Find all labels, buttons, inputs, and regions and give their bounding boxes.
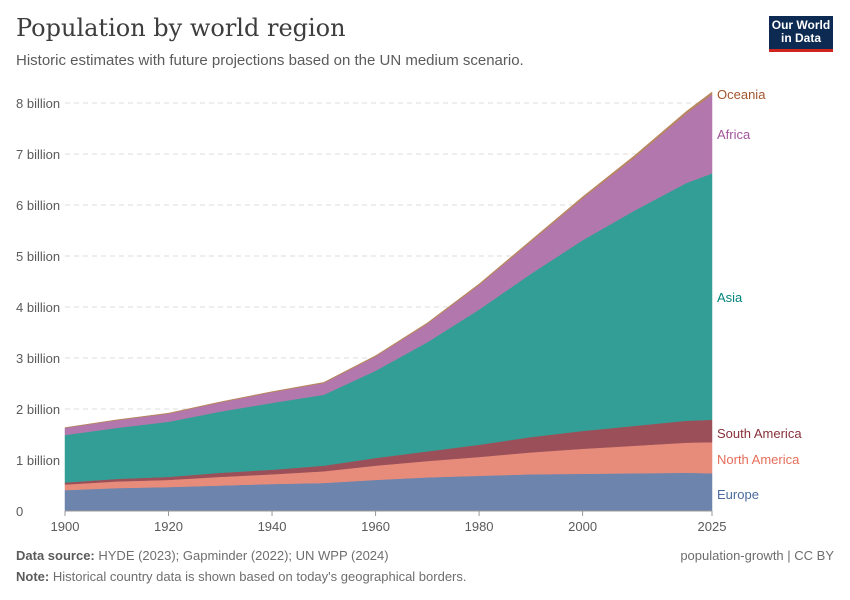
y-tick-label: 1 billion bbox=[16, 453, 60, 468]
chart-subtitle: Historic estimates with future projectio… bbox=[16, 52, 524, 69]
note-text: Historical country data is shown based o… bbox=[52, 569, 467, 584]
source-label: Data source: bbox=[16, 548, 95, 563]
y-tick-label: 7 billion bbox=[16, 147, 60, 162]
legend-label-north-america: North America bbox=[717, 452, 800, 467]
note-label: Note: bbox=[16, 569, 50, 584]
y-tick-label: 5 billion bbox=[16, 249, 60, 264]
x-tick-label: 1920 bbox=[154, 519, 183, 534]
owid-logo[interactable]: Our World in Data bbox=[769, 16, 833, 52]
area-oceania bbox=[64, 91, 713, 429]
logo-line-2: in Data bbox=[780, 31, 821, 45]
legend-label-south-america: South America bbox=[717, 426, 802, 441]
x-tick-label: 1980 bbox=[465, 519, 494, 534]
x-tick-label: 1940 bbox=[258, 519, 287, 534]
source-text[interactable]: HYDE (2023); Gapminder (2022); UN WPP (2… bbox=[98, 548, 389, 563]
x-tick-label: 1960 bbox=[361, 519, 390, 534]
x-tick-label: 2025 bbox=[698, 519, 727, 534]
legend-label-africa: Africa bbox=[717, 127, 751, 142]
logo-line-1: Our World bbox=[771, 18, 831, 32]
license[interactable]: population-growth | CC BY bbox=[680, 548, 834, 563]
y-tick-label: 3 billion bbox=[16, 351, 60, 366]
y-tick-label: 6 billion bbox=[16, 198, 60, 213]
y-tick-label: 2 billion bbox=[16, 402, 60, 417]
legend-label-oceania: Oceania bbox=[717, 87, 766, 102]
x-tick-label: 1900 bbox=[51, 519, 80, 534]
legend-label-europe: Europe bbox=[717, 487, 759, 502]
chart-title: Population by world region bbox=[16, 14, 346, 42]
data-source: Data source: HYDE (2023); Gapminder (202… bbox=[16, 548, 389, 563]
note: Note: Historical country data is shown b… bbox=[16, 569, 467, 584]
y-tick-label: 4 billion bbox=[16, 300, 60, 315]
x-tick-label: 2000 bbox=[568, 519, 597, 534]
y-tick-label: 8 billion bbox=[16, 96, 60, 111]
y-tick-label: 0 bbox=[16, 504, 23, 519]
legend-label-asia: Asia bbox=[717, 290, 743, 305]
